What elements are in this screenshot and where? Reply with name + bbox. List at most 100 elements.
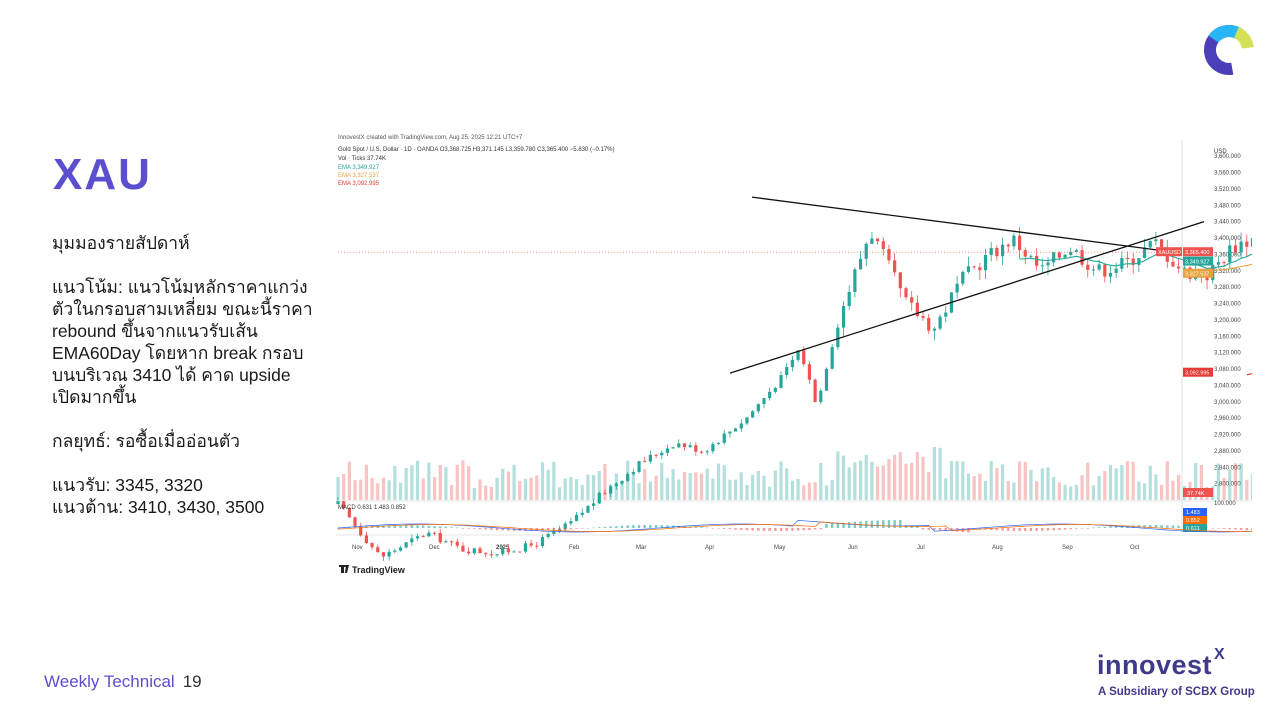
macd-histogram-bar [609,526,612,528]
macd-histogram-bar [683,526,686,528]
candle-body [427,532,431,537]
macd-histogram-bar [1080,528,1084,529]
volume-bar [410,465,414,500]
candle-body [756,404,760,412]
candle-body [768,391,772,399]
macd-histogram-bar [484,528,487,530]
candle-body [518,551,522,553]
volume-bar [432,477,437,500]
macd-histogram-bar [581,528,584,529]
candle-body [506,548,510,553]
macd-histogram-bar [1149,525,1152,528]
slide-title: XAU [53,150,152,199]
macd-histogram-bar [1194,526,1197,528]
volume-bar [342,473,346,500]
volume-bar [677,479,681,500]
macd-histogram-bar [933,528,936,531]
volume-bar [898,452,902,500]
volume-bar [1108,464,1113,500]
candle-body [716,442,721,444]
volume-bar [830,480,834,500]
candle-body [682,443,687,448]
candle-body [353,517,357,527]
volume-bar [790,480,794,500]
volume-bar [603,463,607,500]
volume-bar [1148,465,1152,500]
y-tick-label: 2,800.000 [1214,482,1241,488]
candle-body [807,364,812,380]
ema-label: EMA 3,349.927 [338,165,380,171]
volume-bar [518,480,522,500]
macd-histogram-bar [507,528,510,531]
macd-histogram-bar [422,525,425,528]
macd-histogram-bar [762,528,766,531]
macd-histogram-bar [410,525,414,528]
candle-body [762,398,766,405]
footer-label: Weekly Technical [44,672,175,691]
volume-bar [529,477,533,500]
macd-label: MACD 0.631 1.483 0.852 [338,505,406,511]
x-tick-label: Feb [569,545,580,551]
macd-histogram-bar [1166,525,1169,528]
macd-histogram-bar [575,528,578,529]
candle-body [1245,241,1249,247]
macd-histogram-bar [938,528,942,531]
macd-histogram-bar [649,525,652,528]
volume-bar [705,468,709,500]
candle-body [1063,254,1067,258]
candle-body [626,473,630,481]
volume-bar [467,466,471,500]
macd-histogram-bar [1228,528,1231,530]
volume-bar [614,473,618,500]
candle-body [938,316,942,329]
volume-bar [927,471,931,500]
volume-bar [972,476,976,500]
symbol-line: Gold Spot / U.S. Dollar · 1D · OANDA O3,… [338,147,615,153]
candle-body [415,536,420,539]
volume-bar [364,464,368,500]
volume-tag-value: 37.74K [1187,491,1205,497]
candle-body [989,247,993,255]
candle-body [1216,262,1220,265]
volume-bar [489,486,493,500]
candle-body [1250,238,1252,247]
candle-body [665,448,670,453]
x-tick-label: Sep [1062,545,1073,551]
y-tick-label: 3,000.000 [1214,400,1241,406]
candle-body [461,545,465,552]
macd-histogram-bar [1075,528,1078,529]
candle-body [932,328,936,331]
volume-bar [1177,474,1181,500]
macd-histogram-bar [1063,528,1067,530]
macd-histogram-bar [802,528,805,531]
candle-body [637,461,641,472]
macd-histogram-bar [927,528,930,530]
candle-body [387,551,391,557]
candle-body [529,543,533,546]
candle-body [870,238,874,244]
volume-bar [1142,483,1147,500]
volume-bar [773,470,777,500]
volume-bar [1080,475,1084,500]
candle-body [1057,252,1061,258]
macd-histogram-bar [490,528,493,530]
macd-histogram-bar [1205,527,1209,529]
volume-bar [1120,464,1124,500]
volume-bar [961,461,965,500]
price-tag [1183,247,1213,257]
volume-bar [847,467,851,500]
volume-bar [1006,481,1010,500]
candle-body [609,486,613,494]
candle-body [592,503,596,506]
candle-body [790,359,794,368]
candle-body [1205,276,1209,281]
macd-histogram-bar [569,528,573,530]
volume-bar [762,475,766,500]
chart-svg: InnovestX created with TradingView.com, … [336,128,1252,580]
macd-histogram-bar [813,528,817,530]
candle-body [910,297,914,303]
macd-histogram-bar [603,526,607,528]
brand-tagline: A Subsidiary of SCBX Group [1098,686,1255,698]
candle-body [1239,241,1243,253]
volume-bar [586,474,590,500]
